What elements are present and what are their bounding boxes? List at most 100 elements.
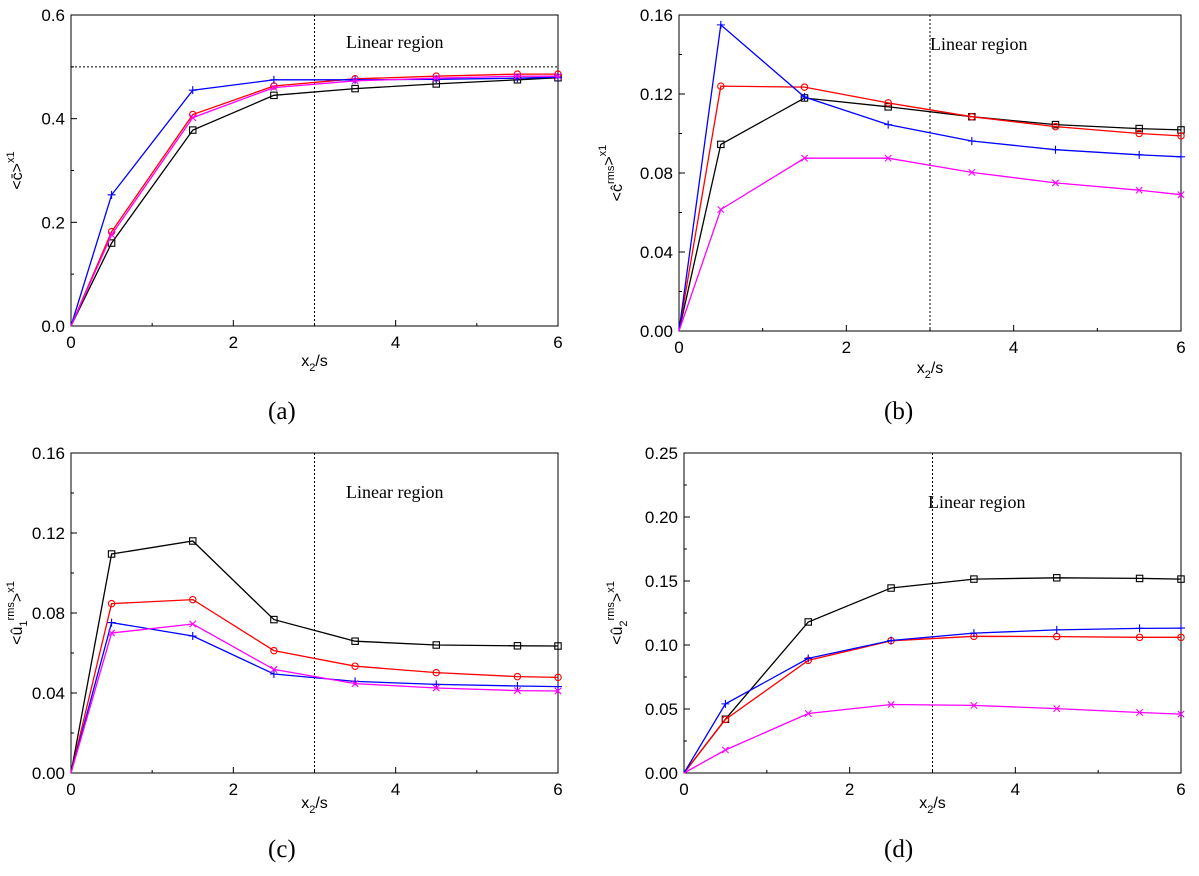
x-tick-label: 0: [674, 338, 683, 357]
y-axis-label-text: <ĉrms>x1: [597, 145, 626, 202]
data-point: [513, 72, 522, 80]
data-point: [189, 114, 197, 122]
y-axis-label-part: >: [9, 593, 26, 602]
data-point: [968, 112, 976, 121]
series-line: [70, 623, 559, 774]
x-axis-label-part: /s: [315, 795, 327, 812]
data-point: [1135, 708, 1144, 717]
data-point: [1177, 633, 1185, 642]
series-line: [70, 76, 559, 327]
data-point: [432, 74, 440, 82]
x-tick-label: 4: [391, 333, 400, 352]
series-line: [70, 621, 559, 774]
x-tick-label: 0: [679, 780, 688, 799]
y-tick-label: 0.00: [645, 764, 678, 783]
data-point: [107, 629, 116, 637]
data-point: [1135, 624, 1144, 633]
y-tick-label: 0.08: [32, 604, 65, 623]
data-point: [1135, 150, 1144, 159]
x-tick-label: 0: [66, 780, 75, 799]
data-point: [887, 584, 895, 592]
panel-a: 0 2 4 6 0.0 0.2 0.4 0.6 Linear region x2/s <c̄>x1 …: [0, 0, 600, 438]
data-point: [107, 190, 116, 199]
x-axis-label: x2/s: [301, 353, 328, 374]
data-point: [189, 595, 197, 604]
data-point: [1052, 625, 1061, 634]
data-point: [554, 682, 562, 691]
data-point: [804, 618, 813, 626]
data-point: [269, 75, 278, 84]
caption-d: (d): [884, 836, 914, 863]
x-tick-label: 2: [229, 780, 238, 799]
data-point: [800, 83, 809, 91]
y-axis-label: <c̄>x1: [5, 151, 26, 189]
y-tick-label: 0.0: [41, 317, 65, 336]
x-axis-label: x2/s: [301, 795, 328, 816]
data-point: [1052, 574, 1061, 582]
y-axis-label-part: rms: [5, 602, 17, 621]
data-point: [970, 575, 978, 583]
data-point: [351, 637, 359, 645]
x-axis-label-part: x: [917, 360, 925, 377]
y-tick-label: 0.00: [32, 764, 65, 783]
y-axis-label-part: x1: [597, 145, 609, 157]
data-point: [270, 665, 278, 673]
y-tick-label: 0.12: [32, 524, 65, 543]
data-point: [270, 646, 278, 655]
data-point: [884, 120, 893, 129]
data-point: [351, 680, 359, 688]
data-point: [1135, 129, 1143, 138]
data-point: [1177, 191, 1185, 199]
y-axis-label-part: c̄: [9, 172, 26, 180]
data-point: [969, 629, 978, 638]
data-point: [967, 137, 976, 146]
x-tick-label: 6: [1176, 338, 1185, 357]
y-tick-label: 0.2: [41, 213, 65, 232]
data-point: [432, 684, 440, 692]
data-point: [1177, 132, 1185, 140]
data-point: [554, 73, 562, 82]
y-tick-label: 0.04: [640, 243, 673, 262]
data-point: [554, 72, 562, 80]
y-tick-label: 0.16: [640, 6, 673, 25]
y-axis-label-part: x1: [5, 151, 17, 163]
data-point: [1135, 633, 1144, 642]
y-axis-label-part: rms: [605, 602, 617, 621]
y-axis-label-part: x1: [5, 581, 17, 593]
data-point: [432, 680, 441, 689]
data-point: [1177, 710, 1185, 718]
data-point: [1051, 145, 1060, 154]
data-point: [887, 636, 896, 645]
y-tick-label: 0.25: [645, 444, 678, 463]
series-line: [70, 75, 558, 327]
caption-c: (c): [268, 836, 296, 863]
data-point: [1051, 120, 1060, 129]
panel-b: 0 2 4 6 0.00 0.04 0.08 0.12 0.16 Linear region x2/…: [597, 0, 1199, 438]
y-axis-label-part: û: [9, 627, 26, 636]
linear-region-label: Linear region: [928, 492, 1025, 512]
x-tick-label: 4: [391, 780, 400, 799]
data-point: [513, 672, 522, 681]
data-point: [716, 20, 725, 29]
data-point: [1135, 186, 1143, 194]
data-point: [107, 618, 116, 627]
x-axis-label-part: 2: [927, 804, 933, 816]
y-axis-label: <û1rms>x1: [5, 581, 30, 645]
data-point: [269, 670, 278, 678]
y-axis-label-part: ĉ: [609, 184, 626, 192]
data-point: [1051, 179, 1060, 187]
data-point: [351, 77, 359, 85]
y-tick-label: 0.10: [645, 636, 678, 655]
y-tick-label: 0.6: [41, 6, 65, 25]
series-line: [678, 23, 1182, 332]
series-line: [70, 73, 558, 327]
data-point: [717, 205, 725, 214]
y-axis-label-part: rms: [605, 165, 617, 184]
series-line: [70, 77, 559, 327]
series-line: [683, 627, 1182, 774]
caption-b: (b): [884, 398, 914, 425]
x-axis-label-part: x: [301, 795, 309, 812]
